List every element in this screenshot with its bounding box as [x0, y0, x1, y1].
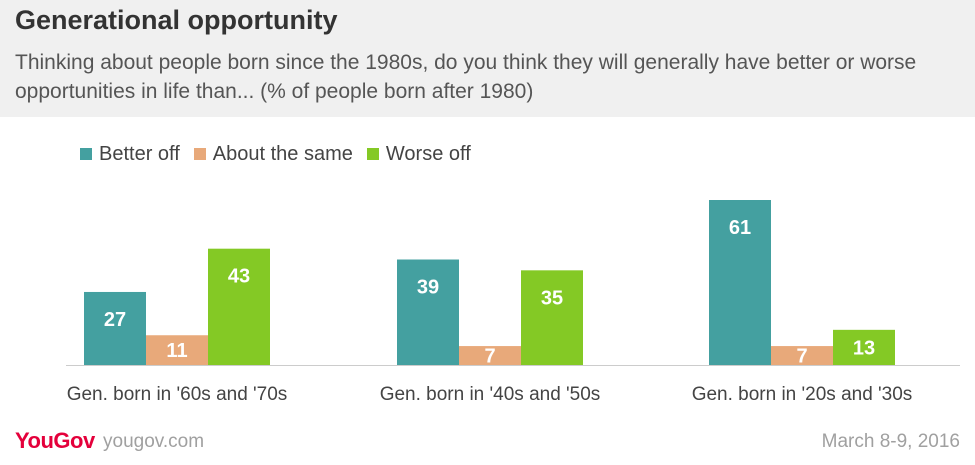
data-label: 11 [166, 340, 187, 362]
bar-worse-off [833, 329, 895, 365]
data-label: 35 [541, 287, 563, 309]
bar-about-the-same [771, 346, 833, 365]
data-label: 27 [104, 309, 126, 331]
legend-swatch [80, 148, 92, 160]
data-label: 43 [228, 266, 250, 288]
legend-label: Better off [99, 142, 180, 165]
category-label: Gen. born in '20s and '30s [692, 384, 913, 405]
bar-better-off [84, 291, 146, 365]
footer-site: yougov.com [103, 431, 205, 452]
legend-item-worse-off: Worse off [366, 142, 471, 166]
bar-better-off [397, 259, 459, 365]
legend-swatch [366, 148, 379, 160]
data-label: 61 [729, 217, 751, 239]
bar-about-the-same [459, 346, 521, 365]
legend-swatch [193, 148, 206, 160]
legend-item-about-the-same: About the same [193, 142, 353, 166]
bar-worse-off [521, 270, 583, 365]
data-label: 7 [796, 346, 807, 368]
category-label: Gen. born in '40s and '50s [380, 384, 601, 405]
legend-label: Worse off [385, 142, 471, 165]
bar-worse-off [208, 248, 270, 365]
data-label: 13 [853, 337, 875, 359]
legend-item-better-off: Better off [80, 143, 180, 166]
bar-better-off [709, 200, 771, 365]
category-label: Gen. born in '60s and '70s [67, 384, 288, 405]
data-label: 7 [484, 346, 495, 368]
legend-label: About the same [212, 142, 353, 165]
data-label: 39 [417, 277, 439, 299]
yougov-logo: YouGov [15, 428, 95, 453]
chart-title: Generational opportunity [15, 5, 338, 35]
footer-date: March 8-9, 2016 [821, 431, 960, 452]
header-band [0, 0, 975, 117]
legend: Better off About the same Worse off [80, 141, 485, 167]
bar-about-the-same [146, 335, 208, 365]
chart-subtitle: Thinking about people born since the 198… [15, 51, 917, 103]
